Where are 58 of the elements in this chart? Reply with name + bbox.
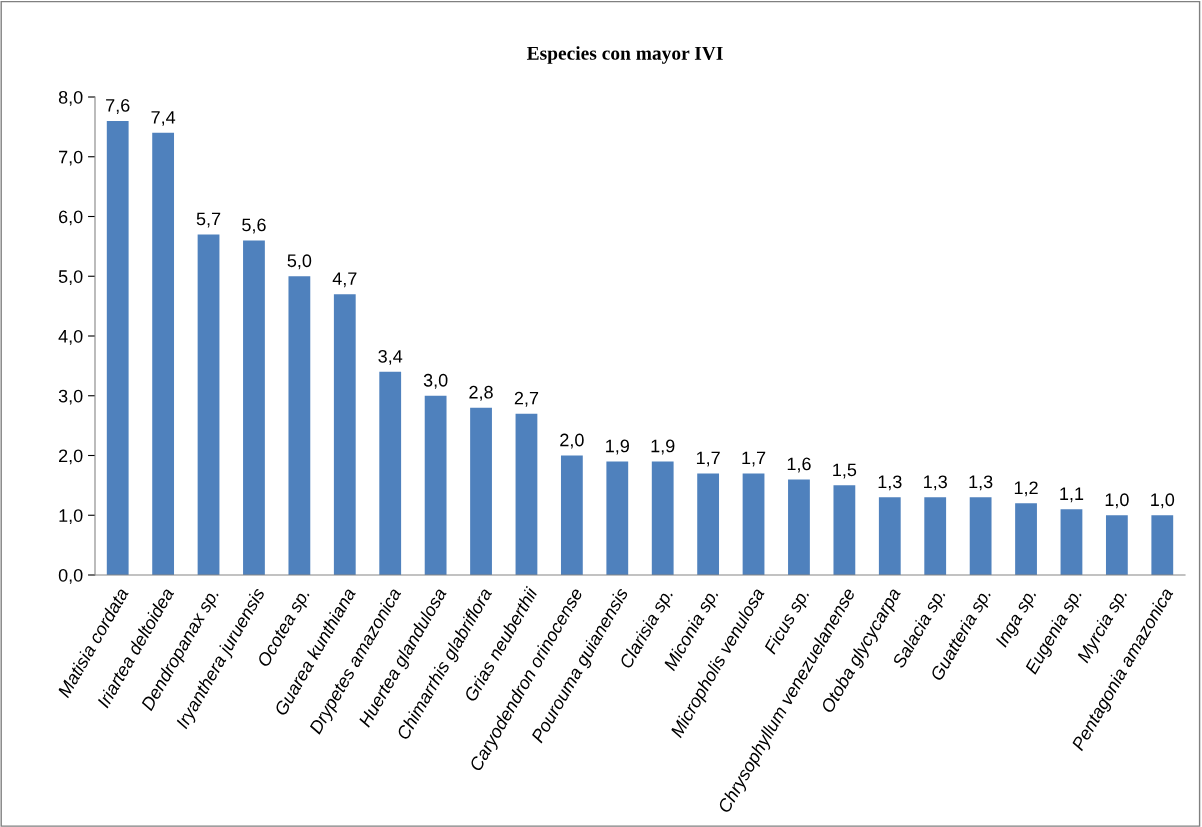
bar: [424, 395, 447, 575]
bar: [379, 371, 402, 575]
data-label: 2,0: [560, 433, 584, 449]
bar: [924, 497, 947, 575]
bar: [243, 240, 265, 575]
data-label: 1,3: [924, 475, 947, 491]
chart-title: Especies con mayor IVI: [526, 46, 723, 64]
data-label: 5,0: [287, 254, 312, 270]
bar: [515, 413, 538, 575]
y-tick-label: 2,0: [59, 449, 83, 465]
bar: [606, 461, 629, 575]
y-tick-label: 1,0: [59, 509, 83, 525]
bar: [833, 485, 856, 575]
bar: [470, 407, 492, 575]
y-tick-label: 4,0: [58, 329, 83, 345]
bar: [651, 461, 674, 575]
bar: [152, 132, 175, 575]
data-label: 7,4: [151, 111, 176, 126]
bar: [560, 455, 583, 575]
y-tick-label: 0,0: [58, 568, 83, 584]
bar: [333, 294, 356, 575]
bar: [288, 276, 311, 575]
bar: [742, 473, 765, 575]
data-label: 3,0: [423, 373, 448, 389]
data-label: 1,6: [787, 457, 811, 473]
data-label: 2,8: [469, 385, 493, 401]
data-label: 5,6: [242, 218, 266, 234]
y-tick-label: 3,0: [58, 389, 83, 405]
data-label: 1,3: [878, 475, 902, 491]
data-label: 1,7: [742, 451, 766, 467]
bar: [1015, 503, 1037, 575]
data-label: 7,6: [106, 98, 130, 114]
bar: [1151, 515, 1174, 575]
data-label: 1,0: [1105, 493, 1129, 509]
data-label: 3,4: [378, 349, 403, 365]
data-label: 1,5: [833, 463, 857, 479]
data-label: 4,7: [332, 272, 357, 288]
bar: [788, 479, 810, 575]
data-label: 5,7: [196, 212, 221, 228]
data-label: 1,1: [1060, 487, 1084, 503]
bar: [1105, 515, 1128, 575]
bar: [969, 497, 992, 575]
data-label: 1,2: [1014, 481, 1038, 497]
data-label: 2,7: [514, 391, 539, 407]
bar: [106, 120, 129, 575]
bar: [697, 473, 720, 575]
data-label: 1,9: [651, 439, 675, 455]
bar: [878, 497, 901, 575]
y-tick-label: 8,0: [58, 90, 83, 106]
data-label: 1,0: [1151, 493, 1175, 509]
bar: [1060, 509, 1083, 575]
y-tick-label: 6,0: [59, 210, 83, 226]
bar: [197, 234, 220, 575]
data-label: 1,7: [696, 451, 720, 467]
data-label: 1,3: [969, 475, 993, 491]
y-tick-label: 5,0: [58, 270, 83, 286]
data-label: 1,9: [606, 439, 629, 455]
y-tick-label: 7,0: [59, 150, 83, 166]
